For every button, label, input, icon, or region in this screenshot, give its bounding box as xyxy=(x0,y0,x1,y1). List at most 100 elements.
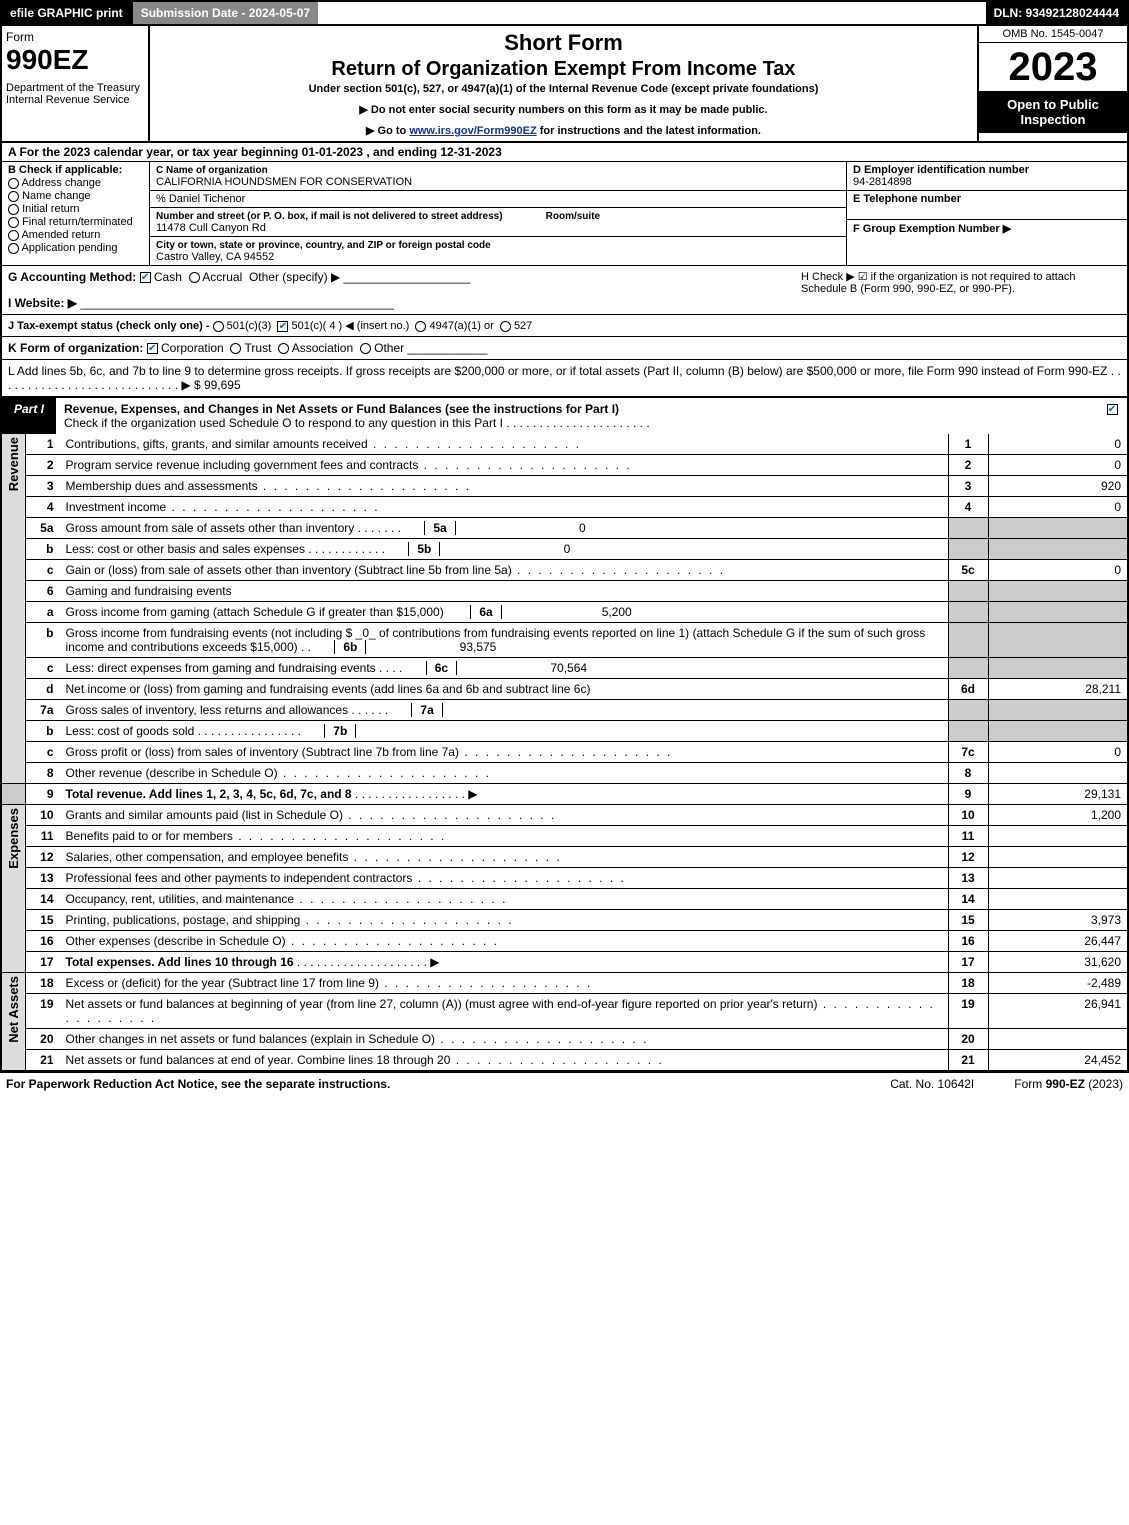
form-header: Form 990EZ Department of the Treasury In… xyxy=(0,26,1129,143)
column-b: B Check if applicable: Address change Na… xyxy=(2,162,150,265)
form-note-1: ▶ Do not enter social security numbers o… xyxy=(154,103,973,116)
part-i-schedule-o-checkbox[interactable] xyxy=(1107,404,1118,415)
j-501c-checkbox[interactable] xyxy=(277,321,288,332)
dln: DLN: 93492128024444 xyxy=(986,2,1127,24)
short-form-label: Short Form xyxy=(154,30,973,56)
row-2-desc: Program service revenue including govern… xyxy=(62,455,949,476)
f-label: F Group Exemption Number ▶ xyxy=(853,223,1011,235)
omb-number: OMB No. 1545-0047 xyxy=(979,26,1127,43)
row-10-value: 1,200 xyxy=(988,805,1128,826)
row-1-desc: Contributions, gifts, grants, and simila… xyxy=(62,434,949,455)
irs-link[interactable]: www.irs.gov/Form990EZ xyxy=(409,125,536,137)
b-opt-initial-return[interactable]: Initial return xyxy=(8,203,143,215)
row-12-desc: Salaries, other compensation, and employ… xyxy=(62,847,949,868)
form-word: Form xyxy=(6,30,144,44)
row-21-desc: Net assets or fund balances at end of ye… xyxy=(62,1050,949,1072)
row-6b-desc: Gross income from fundraising events (no… xyxy=(62,623,949,658)
c-street-label: Number and street (or P. O. box, if mail… xyxy=(156,211,503,222)
e-label: E Telephone number xyxy=(853,193,961,205)
line-a: A For the 2023 calendar year, or tax yea… xyxy=(0,143,1129,162)
row-16-value: 26,447 xyxy=(988,931,1128,952)
expenses-side-label: Expenses xyxy=(6,808,21,869)
c-name-label: C Name of organization xyxy=(156,165,268,176)
b-opt-address-change[interactable]: Address change xyxy=(8,177,143,189)
line-i: I Website: ▶ ___________________________… xyxy=(8,296,801,310)
part-i-title: Revenue, Expenses, and Changes in Net As… xyxy=(56,398,1097,434)
k-association-radio[interactable] xyxy=(278,343,289,354)
c-care-of: % Daniel Tichenor xyxy=(150,191,846,208)
net-assets-side-label: Net Assets xyxy=(6,976,21,1043)
row-15-desc: Printing, publications, postage, and shi… xyxy=(62,910,949,931)
row-20-desc: Other changes in net assets or fund bala… xyxy=(62,1029,949,1050)
row-5a-subvalue: 0 xyxy=(456,521,586,535)
row-5b-subvalue: 0 xyxy=(440,542,570,556)
column-c: C Name of organization CALIFORNIA HOUNDS… xyxy=(150,162,847,265)
b-opt-application-pending[interactable]: Application pending xyxy=(8,242,143,254)
row-9-value: 29,131 xyxy=(988,784,1128,805)
k-corporation-checkbox[interactable] xyxy=(147,343,158,354)
row-11-desc: Benefits paid to or for members xyxy=(62,826,949,847)
row-14-value xyxy=(988,889,1128,910)
row-18-value: -2,489 xyxy=(988,973,1128,994)
row-1-value: 0 xyxy=(988,434,1128,455)
org-street: 11478 Cull Canyon Rd xyxy=(156,222,266,234)
column-d-e-f: D Employer identification number 94-2814… xyxy=(847,162,1127,265)
footer-form-ref: Form 990-EZ (2023) xyxy=(1014,1077,1123,1091)
c-room-label: Room/suite xyxy=(546,211,600,222)
line-l: L Add lines 5b, 6c, and 7b to line 9 to … xyxy=(0,360,1129,398)
g-cash-checkbox[interactable] xyxy=(140,272,151,283)
form-right-block: OMB No. 1545-0047 2023 Open to Public In… xyxy=(977,26,1127,141)
row-6d-value: 28,211 xyxy=(988,679,1128,700)
j-4947-radio[interactable] xyxy=(415,321,426,332)
j-527-radio[interactable] xyxy=(500,321,511,332)
row-16-desc: Other expenses (describe in Schedule O) xyxy=(62,931,949,952)
row-6d-desc: Net income or (loss) from gaming and fun… xyxy=(62,679,949,700)
row-6a-desc: Gross income from gaming (attach Schedul… xyxy=(62,602,949,623)
g-accrual-radio[interactable] xyxy=(189,272,200,283)
open-to-public-inspection: Open to Public Inspection xyxy=(979,91,1127,133)
row-3-desc: Membership dues and assessments xyxy=(62,476,949,497)
submission-date: Submission Date - 2024-05-07 xyxy=(131,2,318,24)
top-bar: efile GRAPHIC print Submission Date - 20… xyxy=(0,0,1129,26)
row-10-desc: Grants and similar amounts paid (list in… xyxy=(62,805,949,826)
j-501c3-radio[interactable] xyxy=(213,321,224,332)
row-20-value xyxy=(988,1029,1128,1050)
row-7c-value: 0 xyxy=(988,742,1128,763)
b-opt-name-change[interactable]: Name change xyxy=(8,190,143,202)
row-5b-desc: Less: cost or other basis and sales expe… xyxy=(62,539,949,560)
form-number: 990EZ xyxy=(6,44,144,76)
row-17-desc: Total expenses. Add lines 10 through 16 … xyxy=(62,952,949,973)
efile-print-label[interactable]: efile GRAPHIC print xyxy=(2,2,131,24)
b-opt-final-return[interactable]: Final return/terminated xyxy=(8,216,143,228)
row-3-value: 920 xyxy=(988,476,1128,497)
d-label: D Employer identification number xyxy=(853,164,1029,176)
row-4-value: 0 xyxy=(988,497,1128,518)
b-opt-amended-return[interactable]: Amended return xyxy=(8,229,143,241)
k-other-radio[interactable] xyxy=(360,343,371,354)
row-6b-subvalue: 93,575 xyxy=(366,640,496,654)
k-trust-radio[interactable] xyxy=(230,343,241,354)
row-13-desc: Professional fees and other payments to … xyxy=(62,868,949,889)
row-21-value: 24,452 xyxy=(988,1050,1128,1072)
line-h: H Check ▶ ☑ if the organization is not r… xyxy=(801,270,1121,310)
form-subtitle: Under section 501(c), 527, or 4947(a)(1)… xyxy=(154,83,973,95)
form-title: Return of Organization Exempt From Incom… xyxy=(154,58,973,81)
row-7a-desc: Gross sales of inventory, less returns a… xyxy=(62,700,949,721)
b-header: B Check if applicable: xyxy=(8,164,122,176)
line-l-value: 99,695 xyxy=(204,378,241,392)
row-8-value xyxy=(988,763,1128,784)
row-8-desc: Other revenue (describe in Schedule O) xyxy=(62,763,949,784)
footer-left: For Paperwork Reduction Act Notice, see … xyxy=(6,1077,390,1091)
section-g-h-i: G Accounting Method: Cash Accrual Other … xyxy=(0,266,1129,315)
row-19-value: 26,941 xyxy=(988,994,1128,1029)
form-title-block: Short Form Return of Organization Exempt… xyxy=(150,26,977,141)
row-19-desc: Net assets or fund balances at beginning… xyxy=(62,994,949,1029)
form-id-block: Form 990EZ Department of the Treasury In… xyxy=(2,26,150,141)
row-2-value: 0 xyxy=(988,455,1128,476)
line-k: K Form of organization: Corporation Trus… xyxy=(0,337,1129,360)
row-9-desc: Total revenue. Add lines 1, 2, 3, 4, 5c,… xyxy=(62,784,949,805)
row-13-value xyxy=(988,868,1128,889)
org-city: Castro Valley, CA 94552 xyxy=(156,251,274,263)
department-label: Department of the Treasury Internal Reve… xyxy=(6,82,144,106)
row-6c-subvalue: 70,564 xyxy=(457,661,587,675)
